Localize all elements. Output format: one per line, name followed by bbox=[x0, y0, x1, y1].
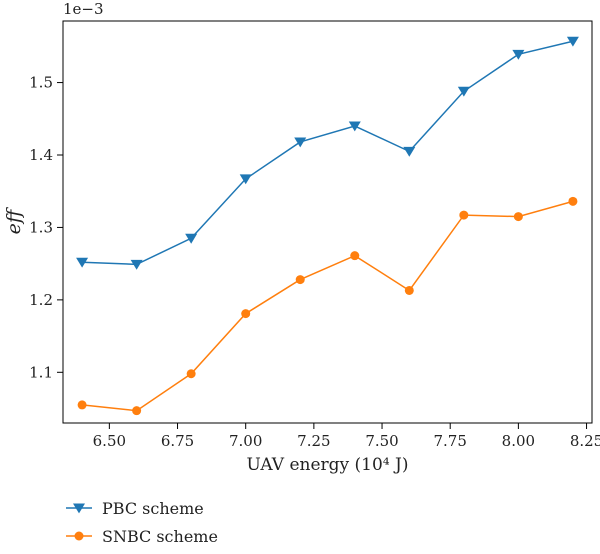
data-point bbox=[239, 174, 252, 185]
data-point bbox=[130, 259, 143, 270]
y-offset-label: 1e−3 bbox=[63, 0, 104, 18]
series-layer bbox=[76, 36, 579, 416]
data-point bbox=[348, 121, 361, 132]
data-point bbox=[186, 369, 196, 379]
x-tick-label: 6.75 bbox=[161, 432, 194, 450]
legend-marker bbox=[73, 503, 85, 514]
y-tick-label: 1.3 bbox=[29, 218, 53, 236]
x-tick-label: 7.75 bbox=[434, 432, 467, 450]
data-point bbox=[241, 309, 251, 319]
x-tick-label: 6.50 bbox=[93, 432, 126, 450]
x-axis: 6.50 6.75 7.00 7.25 7.50 7.75 8.00 8.25 bbox=[93, 423, 600, 450]
x-tick-label: 7.00 bbox=[229, 432, 262, 450]
series-line bbox=[82, 200, 574, 412]
data-point bbox=[566, 36, 579, 47]
data-point bbox=[568, 196, 578, 206]
series-snbc bbox=[77, 196, 578, 416]
x-axis-label: UAV energy (10⁴ J) bbox=[247, 455, 409, 475]
legend-item: SNBC scheme bbox=[66, 527, 218, 546]
y-tick-label: 1.1 bbox=[29, 363, 53, 381]
data-point bbox=[457, 86, 470, 97]
x-tick-label: 8.25 bbox=[570, 432, 600, 450]
data-point bbox=[513, 212, 523, 222]
x-tick-label: 8.00 bbox=[502, 432, 535, 450]
data-point bbox=[132, 406, 142, 416]
data-point bbox=[76, 257, 89, 268]
y-tick-label: 1.2 bbox=[29, 291, 53, 309]
data-point bbox=[77, 400, 87, 410]
x-tick-label: 7.50 bbox=[365, 432, 398, 450]
x-tick-label: 7.25 bbox=[297, 432, 330, 450]
data-point bbox=[512, 49, 525, 60]
plot-area bbox=[62, 20, 593, 424]
legend-item: PBC scheme bbox=[66, 499, 204, 518]
data-point bbox=[403, 146, 416, 157]
data-point bbox=[459, 210, 469, 220]
series-pbc bbox=[76, 36, 579, 270]
data-point bbox=[350, 251, 360, 261]
legend-marker bbox=[74, 531, 84, 541]
data-point bbox=[404, 285, 414, 295]
data-point bbox=[295, 275, 305, 285]
y-tick-label: 1.5 bbox=[29, 74, 53, 92]
data-point bbox=[185, 233, 198, 244]
series-line bbox=[82, 40, 574, 266]
y-axis-label: eff bbox=[3, 206, 25, 234]
legend-label: SNBC scheme bbox=[102, 527, 218, 546]
legend: PBC scheme SNBC scheme bbox=[66, 499, 218, 546]
y-tick-label: 1.4 bbox=[29, 146, 53, 164]
data-point bbox=[294, 137, 307, 148]
y-axis: 1.1 1.2 1.3 1.4 1.5 bbox=[29, 74, 63, 381]
legend-label: PBC scheme bbox=[102, 499, 204, 518]
